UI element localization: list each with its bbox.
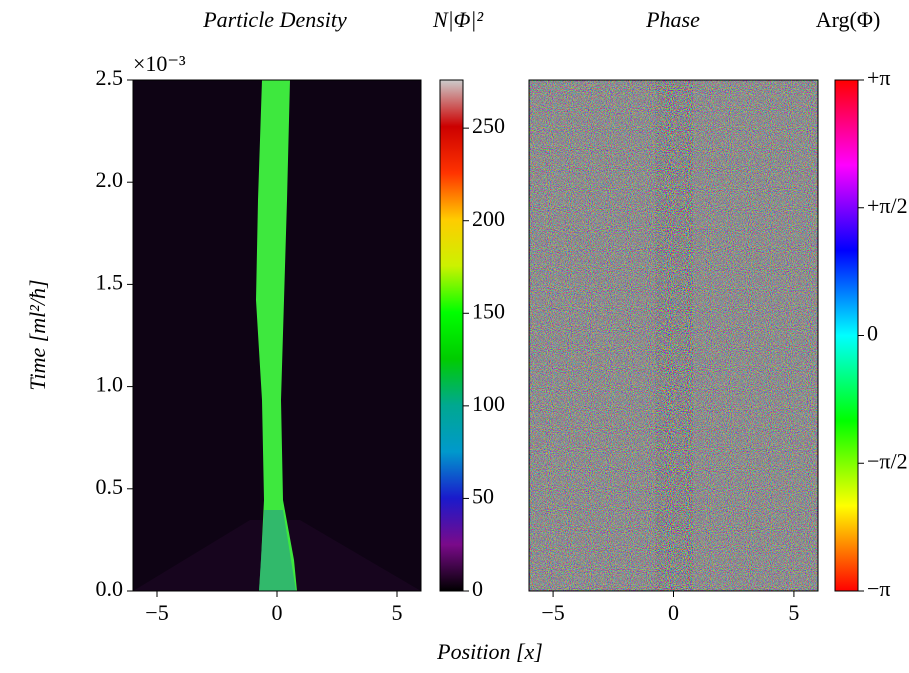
y-tick-label: 1.5: [96, 269, 124, 294]
colorbar-tick-label: +π/2: [867, 193, 908, 218]
phase-core: [655, 80, 693, 591]
colorbar-tick-label: 0: [472, 576, 483, 601]
colorbar-tick-label: 100: [472, 391, 505, 416]
colorbar-tick-label: −π/2: [867, 448, 908, 473]
y-tick-label: 2.0: [96, 167, 124, 192]
x-tick-label: −5: [541, 600, 564, 625]
panel-title: Phase: [645, 7, 700, 32]
colorbar: [834, 79, 859, 592]
x-tick-label: −5: [145, 600, 168, 625]
panel-title: Particle Density: [202, 7, 347, 32]
offset-text: ×10⁻³: [133, 51, 186, 76]
colorbar-title: N|Φ|²: [432, 7, 484, 32]
colorbar-tick-label: 150: [472, 298, 505, 323]
colorbar-tick-label: 250: [472, 113, 505, 138]
y-tick-label: 0.5: [96, 474, 124, 499]
colorbar-tick-label: +π: [867, 65, 891, 90]
colorbar-title: Arg(Φ): [816, 7, 881, 32]
density-image: [133, 80, 421, 591]
y-tick-label: 2.5: [96, 65, 124, 90]
y-axis-label: Time [ml²/ħ]: [25, 279, 50, 390]
x-tick-label: 5: [788, 600, 799, 625]
colorbar-tick-label: 50: [472, 483, 494, 508]
x-tick-label: 5: [392, 600, 403, 625]
x-tick-label: 0: [272, 600, 283, 625]
x-tick-label: 0: [668, 600, 679, 625]
colorbar-tick-label: −π: [867, 576, 891, 601]
colorbar-tick-label: 0: [867, 321, 878, 346]
y-tick-label: 1.0: [96, 372, 124, 397]
colorbar-tick-label: 200: [472, 206, 505, 231]
y-tick-label: 0.0: [96, 576, 124, 601]
colorbar: [439, 79, 464, 592]
x-axis-label: Position [x]: [436, 639, 543, 664]
